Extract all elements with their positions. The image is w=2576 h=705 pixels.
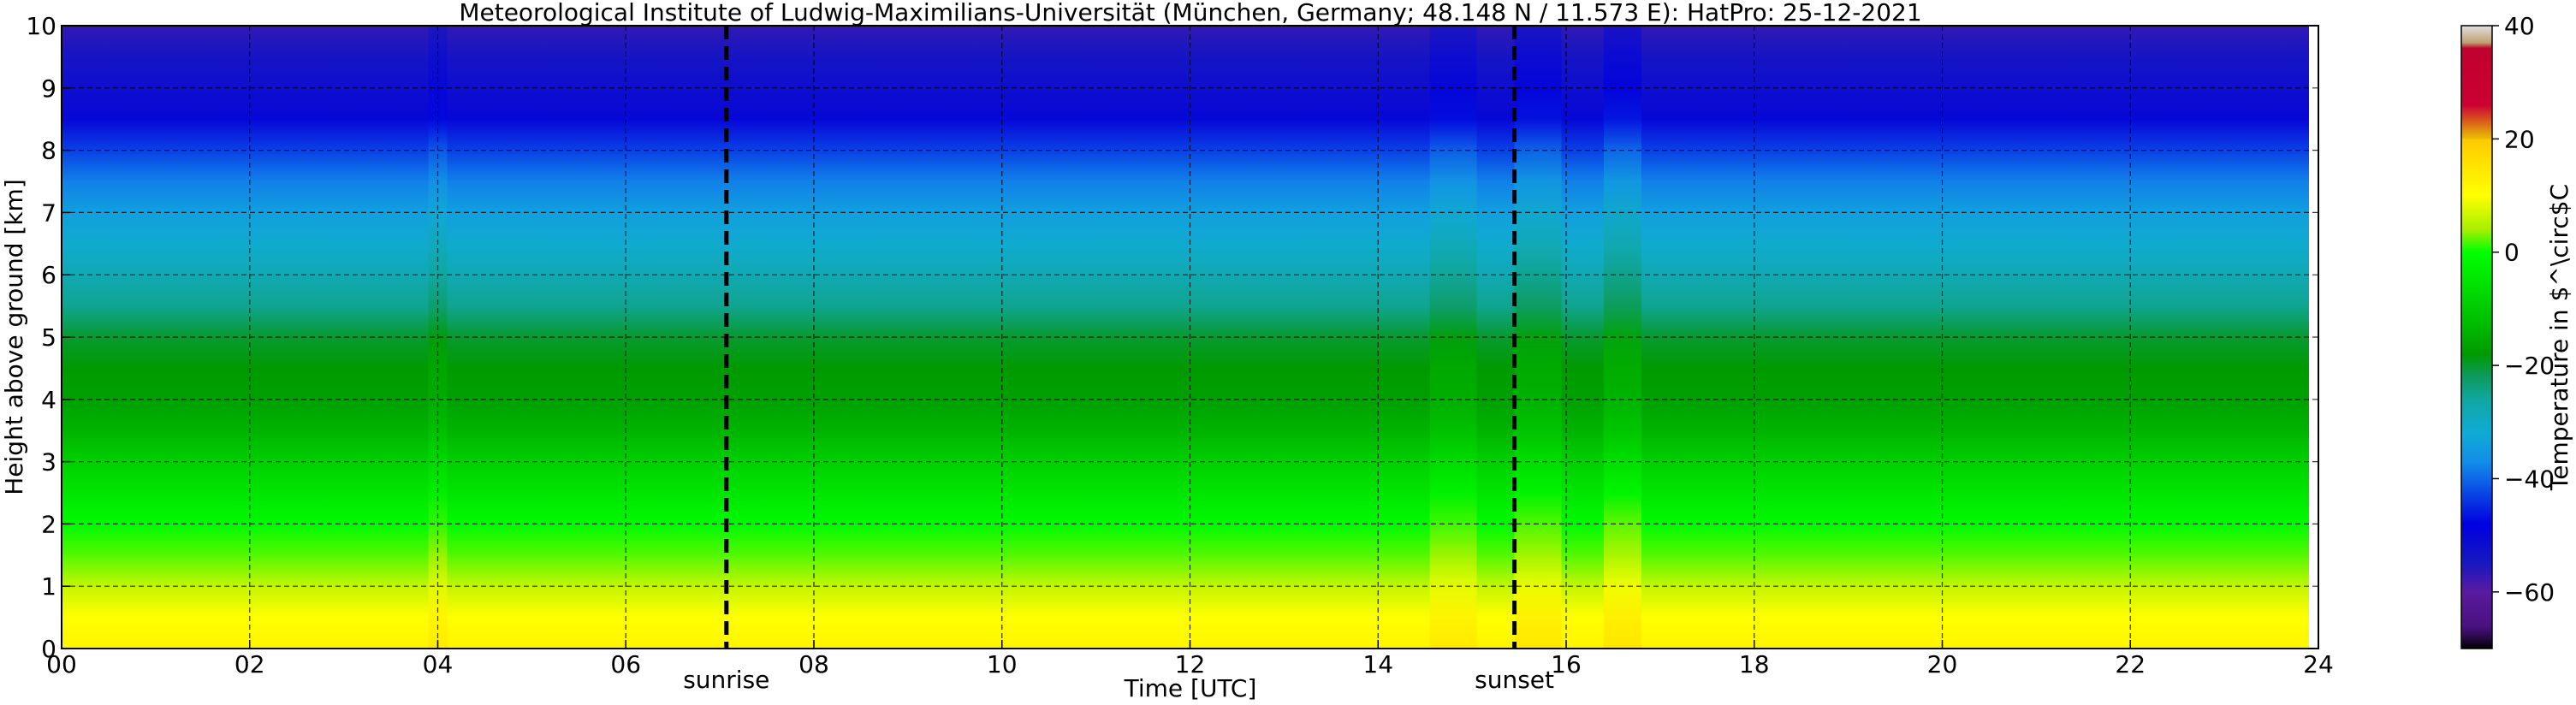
y-tick-label: 7: [41, 198, 56, 227]
colorbar-ticks: 40 20 0 −20 −40 −60: [2492, 12, 2555, 607]
x-tick-label: 10: [987, 650, 1018, 678]
y-tick-label: 9: [41, 74, 56, 103]
x-tick-label: 14: [1362, 650, 1393, 678]
grid: [62, 26, 2318, 649]
y-tick-label: 10: [26, 12, 56, 40]
colorbar-tick-label: 0: [2504, 239, 2520, 267]
y-tick-label: 2: [41, 510, 56, 538]
colorbar-label: Temperature in $^\circ$C: [2545, 184, 2573, 491]
y-tick-label: 1: [41, 572, 56, 601]
y-tick-label: 0: [41, 635, 56, 663]
x-tick-label: 00: [46, 650, 77, 678]
x-tick-label: 24: [2303, 650, 2334, 678]
x-tick-label: 16: [1551, 650, 1582, 678]
colorbar: 40 20 0 −20 −40 −60 Temperature in $^\circ$C: [2460, 12, 2573, 649]
x-tick-label: 02: [234, 650, 265, 678]
plot-area: [61, 25, 2319, 649]
x-axis-ticks: sunrise sunset 00 02 04 06 08 10 12 14 16 18 20 22 24: [46, 640, 2334, 694]
sunrise-label: sunrise: [683, 666, 769, 694]
y-axis-ticks: 0 1 2 3 4 5 6 7 8 9 10: [26, 12, 70, 663]
annotations: [724, 26, 1517, 649]
y-tick-label: 3: [41, 448, 56, 477]
x-tick-label: 12: [1175, 650, 1206, 678]
colorbar-tick-label: −60: [2504, 578, 2555, 607]
x-tick-label: 22: [2115, 650, 2146, 678]
chart-title: Meteorological Institute of Ludwig-Maxim…: [459, 0, 1921, 27]
y-tick-label: 4: [41, 386, 56, 414]
sunset-label: sunset: [1475, 666, 1554, 694]
x-tick-label: 18: [1739, 650, 1770, 678]
x-tick-label: 20: [1927, 650, 1958, 678]
y-tick-label: 6: [41, 261, 56, 289]
y-tick-label: 5: [41, 323, 56, 352]
colorbar-tick-label: 20: [2504, 125, 2535, 153]
y-tick-label: 8: [41, 137, 56, 165]
x-axis-label: Time [UTC]: [1124, 674, 1257, 702]
colorbar-fill: [2460, 25, 2493, 649]
x-tick-label: 04: [423, 650, 454, 678]
x-tick-label: 06: [610, 650, 641, 678]
x-tick-label: 08: [798, 650, 829, 678]
colorbar-tick-label: −20: [2504, 352, 2555, 380]
colorbar-tick-label: 40: [2504, 12, 2535, 40]
colorbar-tick-label: −40: [2504, 465, 2555, 493]
y-axis-label: Height above ground [km]: [0, 179, 28, 495]
